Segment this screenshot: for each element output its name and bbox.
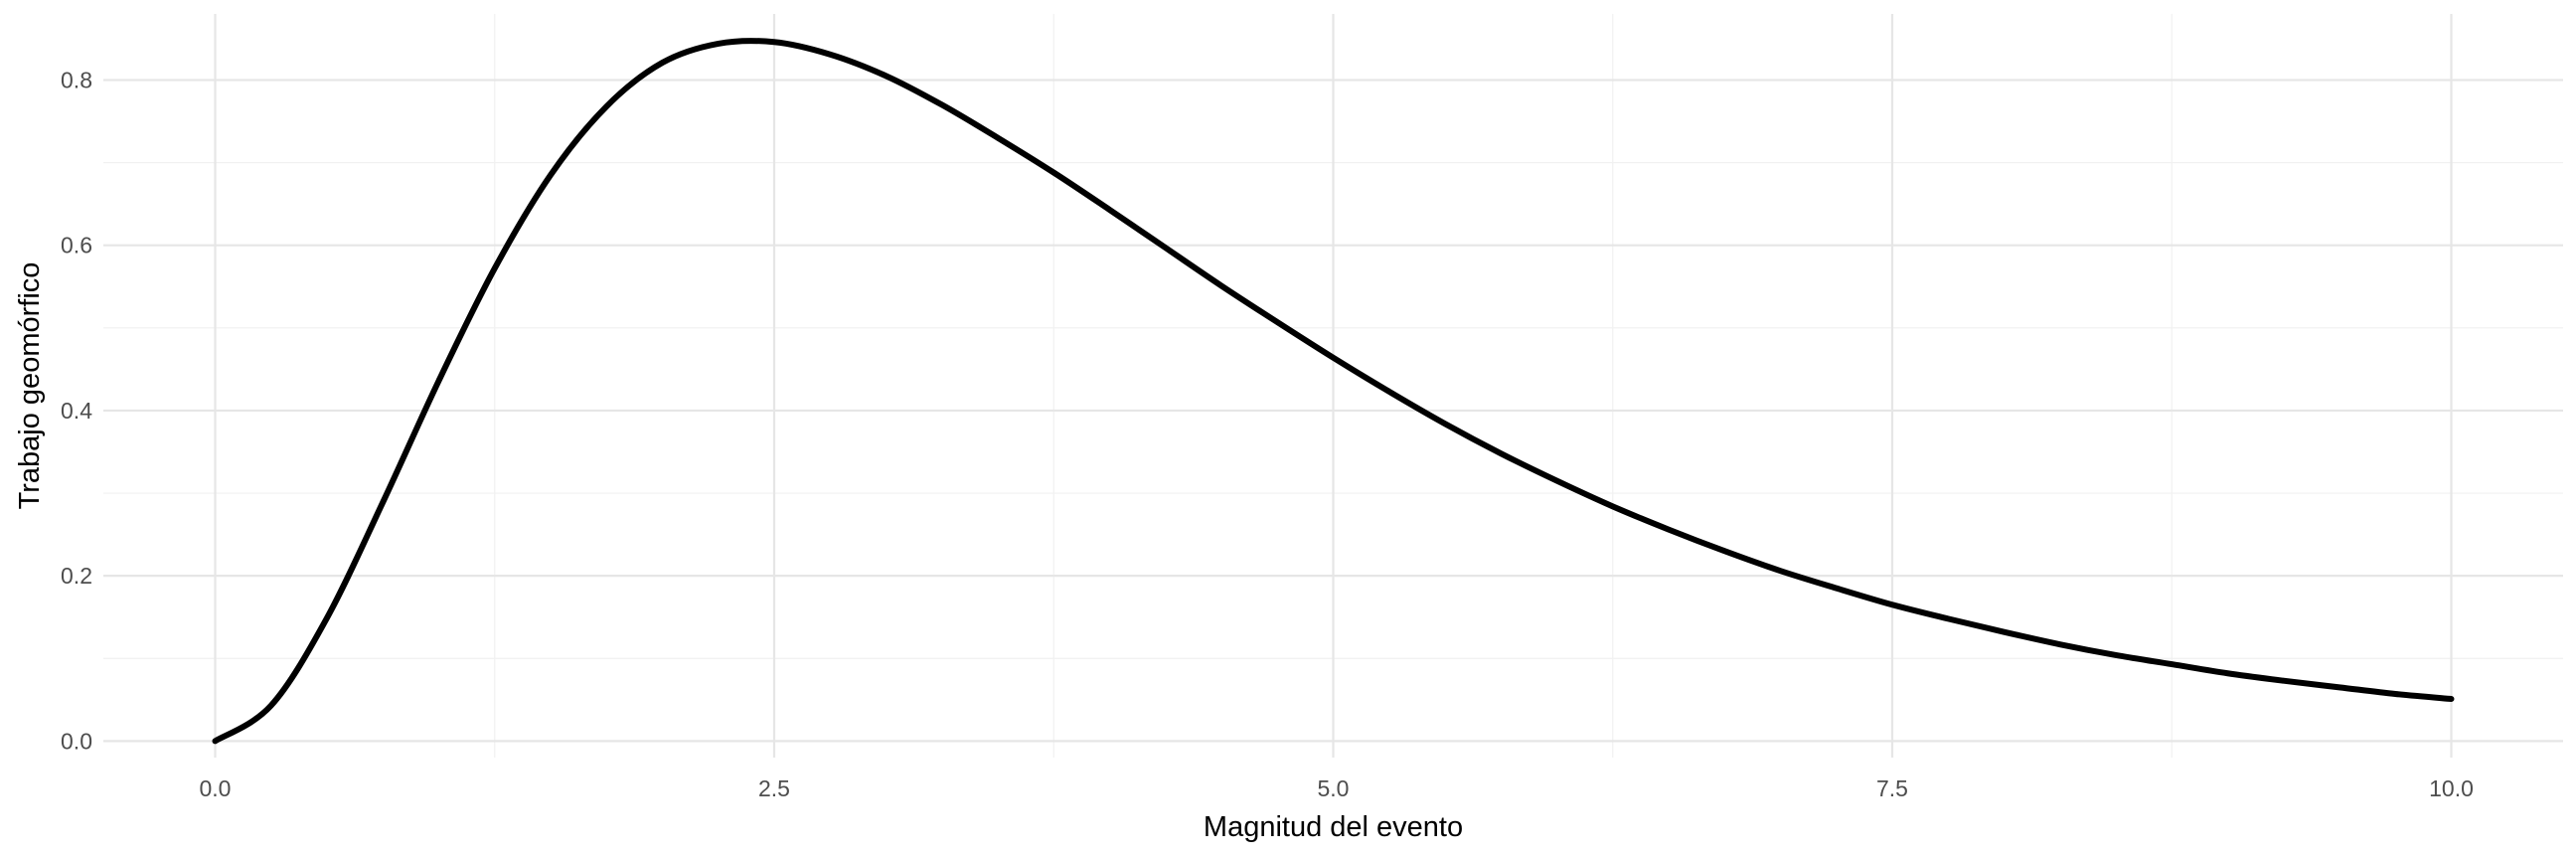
x-axis-tick-labels: 0.0 2.5 5.0 7.5 10.0 — [200, 775, 2474, 801]
x-tick-label: 5.0 — [1318, 775, 1350, 801]
series-line — [212, 38, 2455, 745]
series-layer — [212, 38, 2455, 745]
x-tick-label: 0.0 — [200, 775, 232, 801]
y-axis-tick-labels: 0.0 0.2 0.4 0.6 0.8 — [61, 67, 92, 754]
y-tick-label: 0.4 — [61, 398, 92, 424]
x-tick-label: 2.5 — [758, 775, 790, 801]
y-tick-label: 0.0 — [61, 728, 92, 754]
x-tick-label: 10.0 — [2429, 775, 2474, 801]
x-tick-label: 7.5 — [1876, 775, 1908, 801]
y-axis-title: Trabajo geomórfico — [14, 262, 46, 510]
major-gridlines — [103, 14, 2563, 758]
x-axis-title: Magnitud del evento — [1204, 811, 1463, 843]
y-tick-label: 0.6 — [61, 233, 92, 258]
y-tick-label: 0.2 — [61, 563, 92, 589]
y-tick-label: 0.8 — [61, 67, 92, 92]
